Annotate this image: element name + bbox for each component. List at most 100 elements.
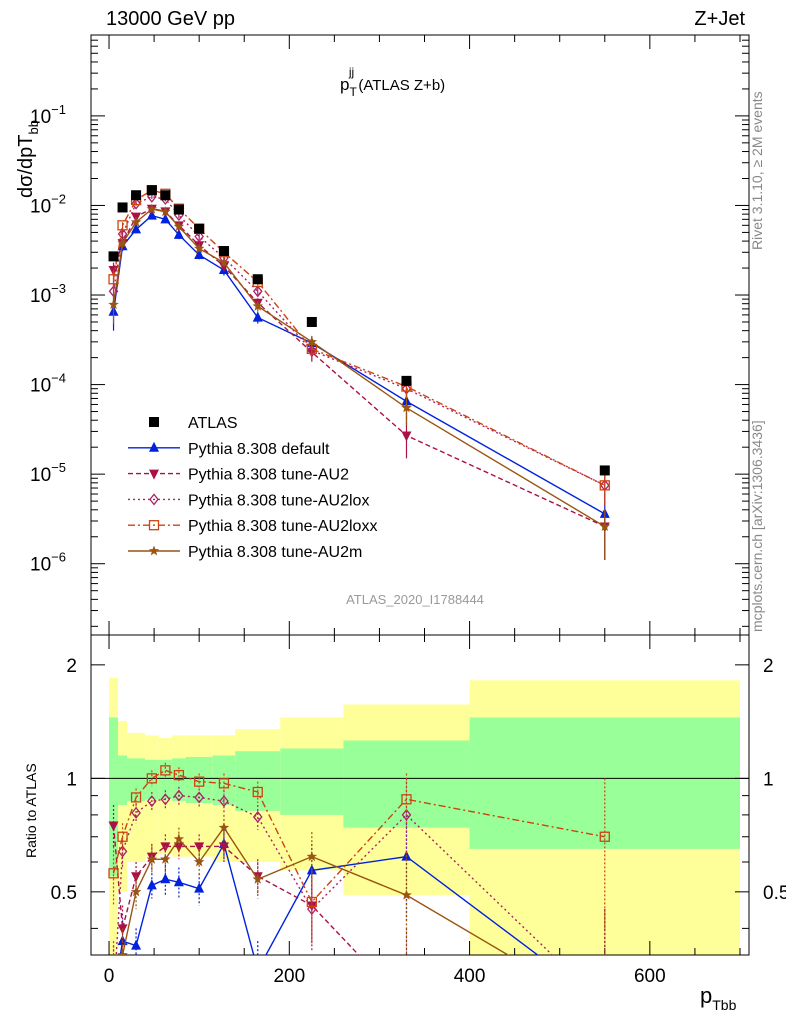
data-point-atlas [599,465,610,476]
ratio-point-au2m [160,853,171,864]
ratio-point-au2 [173,842,184,853]
data-point-au2lox [194,230,204,243]
series-ratio-panel [108,762,610,1018]
ratio-point-au2loxx [306,896,317,908]
ylabel-ratio: Ratio to ATLAS [23,763,39,858]
series-atlas [108,185,610,476]
plot-title-sup: jj [348,65,354,79]
ratio-point-au2m [306,851,318,862]
ratio-line-au2m [121,826,510,955]
series-line-au2lox [112,196,606,486]
data-point-au2m [193,243,205,253]
legend-label-au2loxx: Pythia 8.308 tune-AU2loxx [188,518,377,535]
ratio-point-au2loxx [146,773,157,784]
ratio-point-au2lox [117,845,128,858]
ratio-point-au2lox [147,795,157,808]
plot-title-sub: T [349,85,357,99]
ratio-line-au2lox [115,794,554,955]
ratio-point-au2m [173,833,185,844]
data-point-au2loxx [117,220,128,231]
ratio-point-au2loxx [218,778,230,789]
ratio-point-au2m [117,949,128,955]
data-point-au2m [173,221,185,232]
data-point-au2m [160,206,171,217]
data-point-atlas [131,190,142,201]
ratio-y-tick-label: 2 [66,656,77,677]
band-inner-4 [158,759,173,800]
band-inner-0 [109,717,119,877]
ratio-point-au2 [600,1008,610,1018]
ratio-point-au2loxx [194,776,205,787]
ratio-point-au2lox [219,795,229,808]
data-point-default [160,213,171,224]
watermark: ATLAS_2020_I1788444 [346,592,484,607]
ratio-point-au2lox [194,791,204,804]
ratio-point-default [600,999,610,1009]
ratio-point-au2 [108,821,119,832]
data-point-default [131,223,142,234]
data-point-atlas [306,316,317,327]
uncertainty-bands [109,677,740,955]
data-point-default [252,311,263,322]
ratio-point-au2loxx [160,765,171,776]
y-tick-label: 10−6 [30,550,66,576]
ratio-point-au2m [600,1007,610,1017]
legend-label-au2: Pythia 8.308 tune-AU2 [188,467,349,484]
ratio-y-tick-label: 0.5 [51,883,77,904]
data-point-atlas [160,190,171,201]
y-tick-label: 10−3 [30,281,66,307]
axis-ticks: 0 200 400 600 10−1 10−2 10−3 10−4 10−5 10−6 0.5 0.5… [30,34,786,987]
ratio-point-au2lox [110,994,118,1004]
plot-title: pTjj (ATLAS Z+b) [340,65,445,99]
ratio-point-au2loxx [401,794,412,805]
ratio-point-default [194,882,205,893]
series-au2m [108,203,610,561]
ratio-point-default [160,873,171,884]
data-point-au2m [117,237,128,248]
data-point-atlas [252,274,263,285]
legend-item-atlas: ATLAS [149,415,238,432]
ratio-point-au2lox [160,793,171,806]
data-point-au2m [108,299,119,310]
ratio-line-au2 [112,825,360,955]
x-tick-label: 600 [634,966,666,987]
data-point-au2loxx [108,274,119,285]
legend-marker-au2m [148,545,160,556]
x-tick-label: 400 [454,966,486,987]
ratio-point-au2m [252,873,263,884]
xlabel: pTbb [700,983,737,1013]
data-point-au2loxx [599,480,610,491]
ratio-point-au2 [194,842,205,853]
xlabel-main: p [700,983,712,1008]
band-inner-7 [212,755,236,805]
ratio-point-default [109,993,119,1003]
ratio-point-au2m [130,886,142,897]
legend-item-au2loxx: Pythia 8.308 tune-AU2loxx [128,518,377,535]
band-outer-1 [118,720,128,892]
data-point-au2lox [131,197,141,210]
band-inner-1 [118,755,128,805]
legend-item-au2: Pythia 8.308 tune-AU2 [128,467,349,484]
ratio-point-au2m [146,853,158,864]
legend-marker-au2lox [149,493,159,506]
data-point-default [173,228,184,239]
legend-marker-au2loxx [148,520,160,531]
band-inner-9 [280,748,344,815]
band-inner-6 [185,756,213,804]
band-inner-2 [127,758,146,802]
data-point-atlas [117,202,128,213]
band-inner-8 [235,751,281,811]
ylabel-top-sub: bb [26,120,41,134]
x-tick-label: 200 [273,966,305,987]
series-main-panel [108,185,610,561]
legend-label-default: Pythia 8.308 default [188,441,330,458]
ratio-point-au2lox [307,903,317,916]
data-point-atlas [108,251,119,262]
ratio-y-tick-label: 1 [66,769,77,790]
legend-item-default: Pythia 8.308 default [128,441,330,458]
legend-label-au2m: Pythia 8.308 tune-AU2m [188,544,362,561]
ratio-point-au2loxx [117,831,128,842]
y-tick-label: 10−1 [30,102,66,128]
ratio-line-au2loxx [112,769,605,904]
